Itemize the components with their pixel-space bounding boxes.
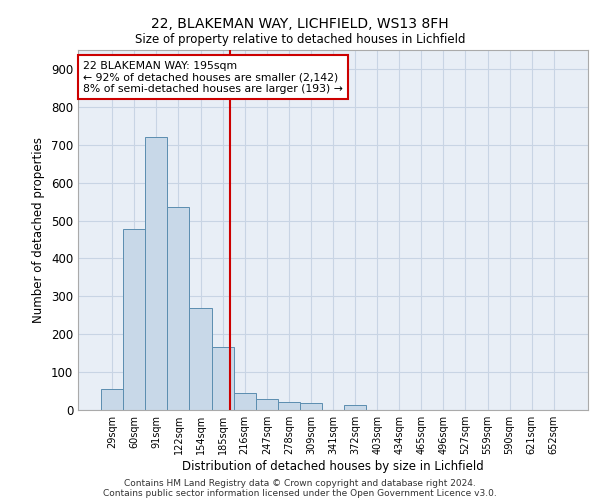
Text: 22 BLAKEMAN WAY: 195sqm
← 92% of detached houses are smaller (2,142)
8% of semi-: 22 BLAKEMAN WAY: 195sqm ← 92% of detache… [83, 61, 343, 94]
Text: Size of property relative to detached houses in Lichfield: Size of property relative to detached ho… [135, 32, 465, 46]
Bar [212, 348, 233, 410]
Bar [233, 394, 256, 410]
Bar [101, 389, 123, 410]
Bar [145, 137, 167, 410]
Bar [344, 404, 366, 410]
Bar [123, 229, 145, 410]
Bar [278, 402, 300, 410]
Bar [300, 403, 322, 410]
Bar [256, 400, 278, 410]
X-axis label: Distribution of detached houses by size in Lichfield: Distribution of detached houses by size … [182, 460, 484, 473]
Text: Contains public sector information licensed under the Open Government Licence v3: Contains public sector information licen… [103, 488, 497, 498]
Text: Contains HM Land Registry data © Crown copyright and database right 2024.: Contains HM Land Registry data © Crown c… [124, 478, 476, 488]
Y-axis label: Number of detached properties: Number of detached properties [32, 137, 46, 323]
Bar [190, 308, 212, 410]
Text: 22, BLAKEMAN WAY, LICHFIELD, WS13 8FH: 22, BLAKEMAN WAY, LICHFIELD, WS13 8FH [151, 18, 449, 32]
Bar [167, 206, 190, 410]
